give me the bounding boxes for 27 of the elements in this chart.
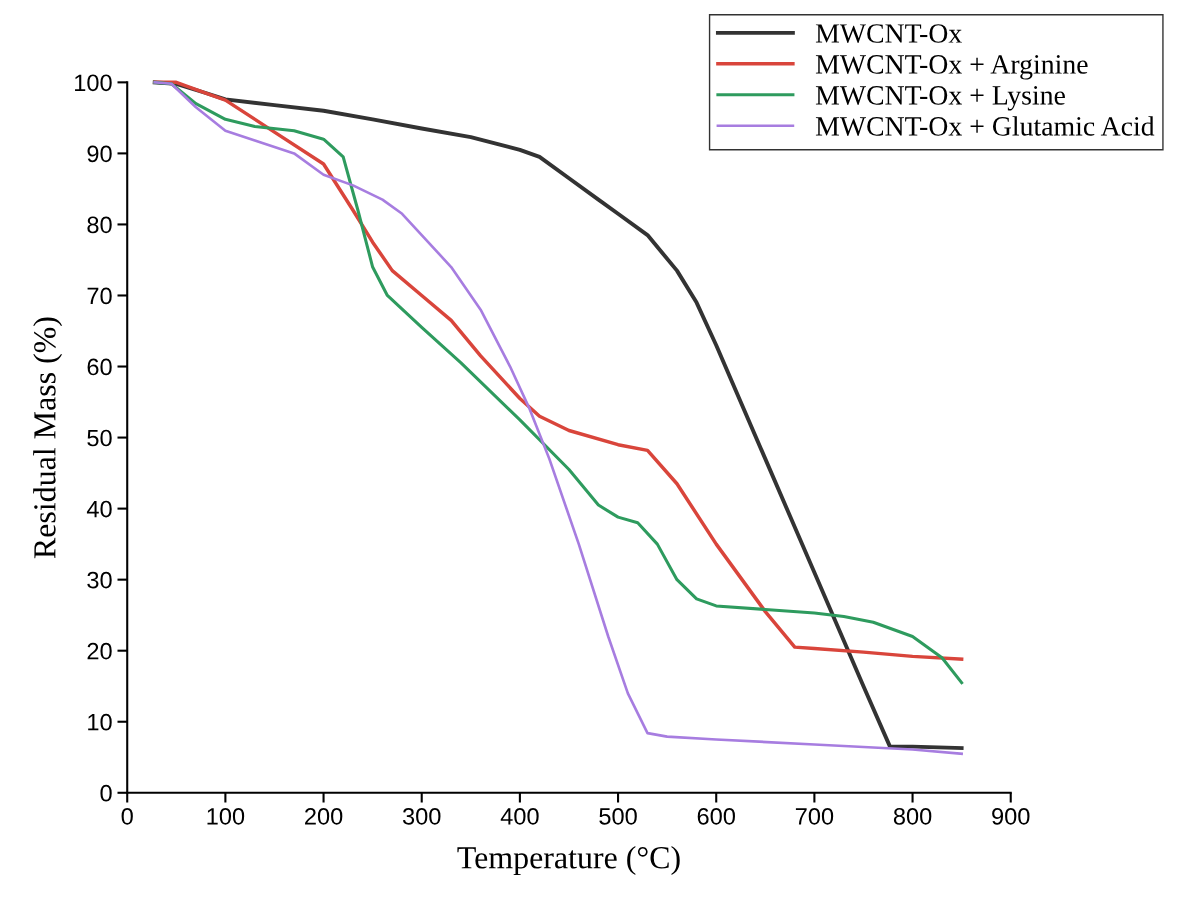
x-tick-label: 0	[121, 807, 133, 825]
legend-label: MWCNT-Ox + Lysine	[815, 86, 1065, 111]
x-tick-label: 300	[402, 807, 441, 825]
y-tick-label: 30	[87, 571, 112, 589]
legend-label: MWCNT-Ox	[815, 24, 962, 43]
y-tick-label: 80	[87, 216, 112, 234]
x-tick-label: 400	[500, 807, 539, 825]
x-tick-label: 200	[305, 807, 343, 825]
y-tick-label: 0	[100, 784, 112, 802]
legend-label: MWCNT-Ox + Glutamic Acid	[815, 116, 1155, 136]
y-tick-label: 60	[87, 358, 112, 376]
y-tick-label: 10	[88, 713, 112, 731]
y-tick-label: 50	[87, 429, 112, 447]
y-tick-label: 20	[87, 642, 112, 660]
y-tick-label: 90	[87, 145, 112, 163]
legend-label: MWCNT-Ox + Arginine	[815, 55, 1088, 80]
y-tick-label: 40	[86, 500, 112, 518]
y-tick-label: 100	[75, 74, 112, 92]
x-tick-label: 900	[992, 807, 1030, 825]
x-tick-label: 500	[599, 807, 637, 825]
y-tick-label: 70	[87, 287, 112, 305]
y-axis-title: Residual Mass (%)	[33, 317, 63, 559]
x-tick-label: 700	[795, 807, 834, 825]
x-axis-title: Temperature (°C)	[457, 846, 680, 876]
x-tick-label: 100	[207, 807, 245, 825]
x-tick-label: 800	[893, 807, 932, 825]
x-tick-label: 600	[697, 807, 735, 825]
